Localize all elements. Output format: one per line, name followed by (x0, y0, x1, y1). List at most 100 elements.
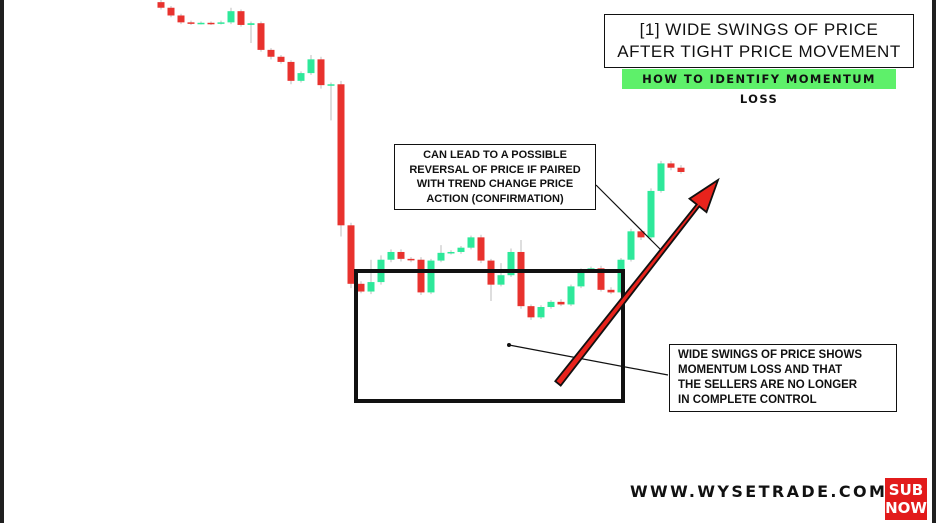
bullish-candle (497, 263, 505, 287)
candle-body (547, 301, 555, 308)
bullish-candle (227, 7, 235, 25)
reversal-callout: CAN LEAD TO A POSSIBLE REVERSAL OF PRICE… (394, 144, 596, 210)
candlestick-chart (157, 0, 720, 403)
candle-body (237, 11, 245, 25)
bearish-candle (337, 80, 345, 237)
candle-body (197, 22, 205, 25)
bearish-candle (237, 9, 245, 27)
candle-body (447, 251, 455, 254)
reversal-arrow (554, 177, 720, 387)
bearish-candle (517, 239, 525, 309)
candle-body (637, 231, 645, 238)
candle-body (167, 7, 175, 16)
candle-body (627, 231, 635, 260)
bullish-candle (447, 250, 455, 255)
bearish-candle (677, 165, 685, 174)
bullish-candle (307, 55, 315, 75)
candle-body (417, 259, 425, 293)
candle-body (437, 252, 445, 261)
candle-body (397, 251, 405, 259)
callout-line: THE SELLERS ARE NO LONGER (678, 379, 858, 391)
title-box: [1] WIDE SWINGS OF PRICE AFTER TIGHT PRI… (604, 14, 914, 68)
sub-badge-line-1: SUB (888, 481, 924, 499)
bullish-candle (437, 245, 445, 263)
bearish-candle (527, 304, 535, 320)
candle-body (407, 258, 415, 261)
candle-body (667, 163, 675, 168)
pointer-dot (507, 343, 511, 347)
bullish-candle (547, 300, 555, 309)
bullish-candle (427, 258, 435, 295)
bullish-candle (387, 249, 395, 263)
candle-body (577, 270, 585, 287)
candle-body (227, 11, 235, 23)
bearish-candle (417, 257, 425, 295)
callout-line: CAN LEAD TO A POSSIBLE (423, 149, 567, 161)
bullish-candle (627, 228, 635, 262)
candle-body (297, 73, 305, 81)
chart-canvas: [1] WIDE SWINGS OF PRICE AFTER TIGHT PRI… (4, 0, 932, 523)
candle-body (177, 15, 185, 23)
bullish-candle (217, 20, 225, 25)
bearish-candle (207, 21, 215, 25)
bearish-candle (357, 281, 365, 294)
candle-body (657, 163, 665, 191)
candle-body (507, 251, 515, 276)
bearish-candle (667, 160, 675, 171)
callout-line: MOMENTUM LOSS AND THAT (678, 364, 843, 376)
bullish-candle (327, 82, 335, 121)
bullish-candle (247, 21, 255, 43)
bearish-candle (267, 48, 275, 60)
candle-body (217, 22, 225, 24)
candle-body (677, 167, 685, 172)
bearish-candle (397, 249, 405, 262)
bearish-candle (287, 60, 295, 85)
subtitle-banner: HOW TO IDENTIFY MOMENTUM LOSS (622, 69, 896, 106)
candle-body (387, 251, 395, 260)
callout-line: ACTION (CONFIRMATION) (426, 192, 564, 205)
candle-body (157, 2, 165, 8)
candle-body (207, 22, 215, 25)
title-line-2: AFTER TIGHT PRICE MOVEMENT (617, 42, 901, 61)
bullish-candle (457, 245, 465, 254)
candle-body (327, 84, 335, 86)
consolidation-box (354, 269, 625, 403)
candle-body (257, 23, 265, 50)
bearish-candle (277, 55, 285, 64)
bearish-candle (157, 0, 165, 10)
candle-body (497, 275, 505, 285)
candle-body (467, 237, 475, 248)
bottom-callout-pointer-line (508, 344, 669, 376)
candle-body (427, 260, 435, 293)
candle-body (567, 286, 575, 305)
candle-body (367, 282, 375, 292)
candle-body (457, 247, 465, 252)
bearish-candle (477, 234, 485, 264)
candle-body (557, 301, 565, 305)
bearish-candle (167, 6, 175, 18)
bearish-candle (407, 257, 415, 263)
bullish-candle (537, 305, 545, 320)
bullish-candle (657, 160, 665, 193)
bearish-candle (187, 20, 195, 25)
bullish-candle (367, 259, 375, 295)
subscribe-badge[interactable]: SUB NOW (885, 478, 927, 520)
candle-body (647, 190, 655, 238)
bearish-candle (557, 299, 565, 307)
momentum-loss-callout: WIDE SWINGS OF PRICE SHOWS MOMENTUM LOSS… (669, 344, 897, 412)
bullish-candle (297, 71, 305, 83)
bearish-candle (347, 222, 355, 289)
bullish-candle (467, 235, 475, 250)
bullish-candle (567, 284, 575, 307)
bearish-candle (487, 258, 495, 301)
bearish-candle (607, 287, 615, 295)
candle-body (267, 49, 275, 57)
candle-body (597, 268, 605, 290)
callout-line: IN COMPLETE CONTROL (678, 394, 817, 406)
bullish-candle (197, 21, 205, 25)
top-callout-pointer-line (595, 184, 662, 251)
candle-body (337, 84, 345, 226)
candle-body (317, 59, 325, 86)
candle-body (477, 237, 485, 261)
candle-body (527, 306, 535, 318)
